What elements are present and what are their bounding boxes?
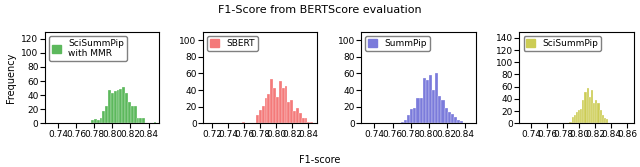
Bar	[606, 119, 608, 123]
Bar	[282, 88, 285, 123]
Bar	[442, 100, 445, 123]
Bar	[154, 122, 157, 123]
Bar	[301, 118, 305, 123]
Bar	[413, 108, 417, 123]
Bar	[460, 121, 463, 123]
Bar	[604, 119, 606, 123]
Bar	[140, 118, 142, 123]
Bar	[259, 110, 262, 123]
Bar	[120, 89, 122, 123]
Bar	[125, 93, 128, 123]
Bar	[105, 106, 108, 123]
Bar	[262, 106, 264, 123]
Text: F1-Score from BERTScore evaluation: F1-Score from BERTScore evaluation	[218, 5, 422, 15]
Bar	[404, 120, 407, 123]
Bar	[589, 97, 591, 123]
Bar	[435, 73, 438, 123]
Bar	[128, 102, 131, 123]
Bar	[457, 120, 460, 123]
Bar	[131, 107, 134, 123]
Bar	[310, 122, 313, 123]
Bar	[432, 90, 435, 123]
Bar	[426, 80, 429, 123]
Bar	[94, 119, 97, 123]
Bar	[114, 91, 116, 123]
Legend: SciSummPip
with MMR: SciSummPip with MMR	[49, 36, 127, 61]
Bar	[587, 88, 589, 123]
Bar	[305, 118, 307, 123]
Bar	[291, 100, 293, 123]
Bar	[91, 120, 94, 123]
Bar	[410, 109, 413, 123]
Bar	[578, 110, 580, 123]
Bar	[420, 98, 422, 123]
Bar	[580, 109, 582, 123]
Bar	[572, 117, 574, 123]
Bar	[401, 122, 404, 123]
Bar	[256, 115, 259, 123]
Bar	[293, 111, 296, 123]
Bar	[591, 90, 593, 123]
Bar	[299, 113, 301, 123]
Bar	[448, 112, 451, 123]
Bar	[570, 122, 572, 123]
Bar	[97, 120, 100, 123]
Y-axis label: Frequency: Frequency	[6, 52, 16, 103]
Bar	[268, 94, 270, 123]
Bar	[270, 79, 273, 123]
Bar	[287, 102, 291, 123]
Legend: SBERT: SBERT	[207, 36, 257, 51]
Bar	[582, 100, 584, 123]
Bar	[600, 110, 602, 123]
Bar	[264, 98, 268, 123]
Bar	[276, 97, 279, 123]
Bar	[122, 87, 125, 123]
Legend: SciSummPip: SciSummPip	[524, 36, 601, 51]
Bar	[285, 86, 287, 123]
Bar	[597, 103, 600, 123]
Legend: SummPip: SummPip	[365, 36, 429, 51]
Bar	[142, 118, 145, 123]
Bar	[102, 111, 105, 123]
Bar	[417, 98, 420, 123]
Bar	[429, 75, 432, 123]
Text: F1-score: F1-score	[300, 155, 340, 165]
Bar	[116, 90, 120, 123]
Bar	[602, 115, 604, 123]
Bar	[111, 93, 114, 123]
Bar	[279, 81, 282, 123]
Bar	[422, 78, 426, 123]
Bar	[584, 92, 587, 123]
Bar	[576, 112, 578, 123]
Bar	[593, 103, 595, 123]
Bar	[407, 115, 410, 123]
Bar	[438, 96, 442, 123]
Bar	[136, 118, 140, 123]
Bar	[451, 114, 454, 123]
Bar	[445, 108, 448, 123]
Bar	[134, 106, 136, 123]
Bar	[108, 90, 111, 123]
Bar	[100, 118, 102, 123]
Bar	[242, 122, 244, 123]
Bar	[595, 100, 597, 123]
Bar	[454, 117, 457, 123]
Bar	[574, 115, 576, 123]
Bar	[273, 88, 276, 123]
Bar	[307, 122, 310, 123]
Bar	[296, 108, 299, 123]
